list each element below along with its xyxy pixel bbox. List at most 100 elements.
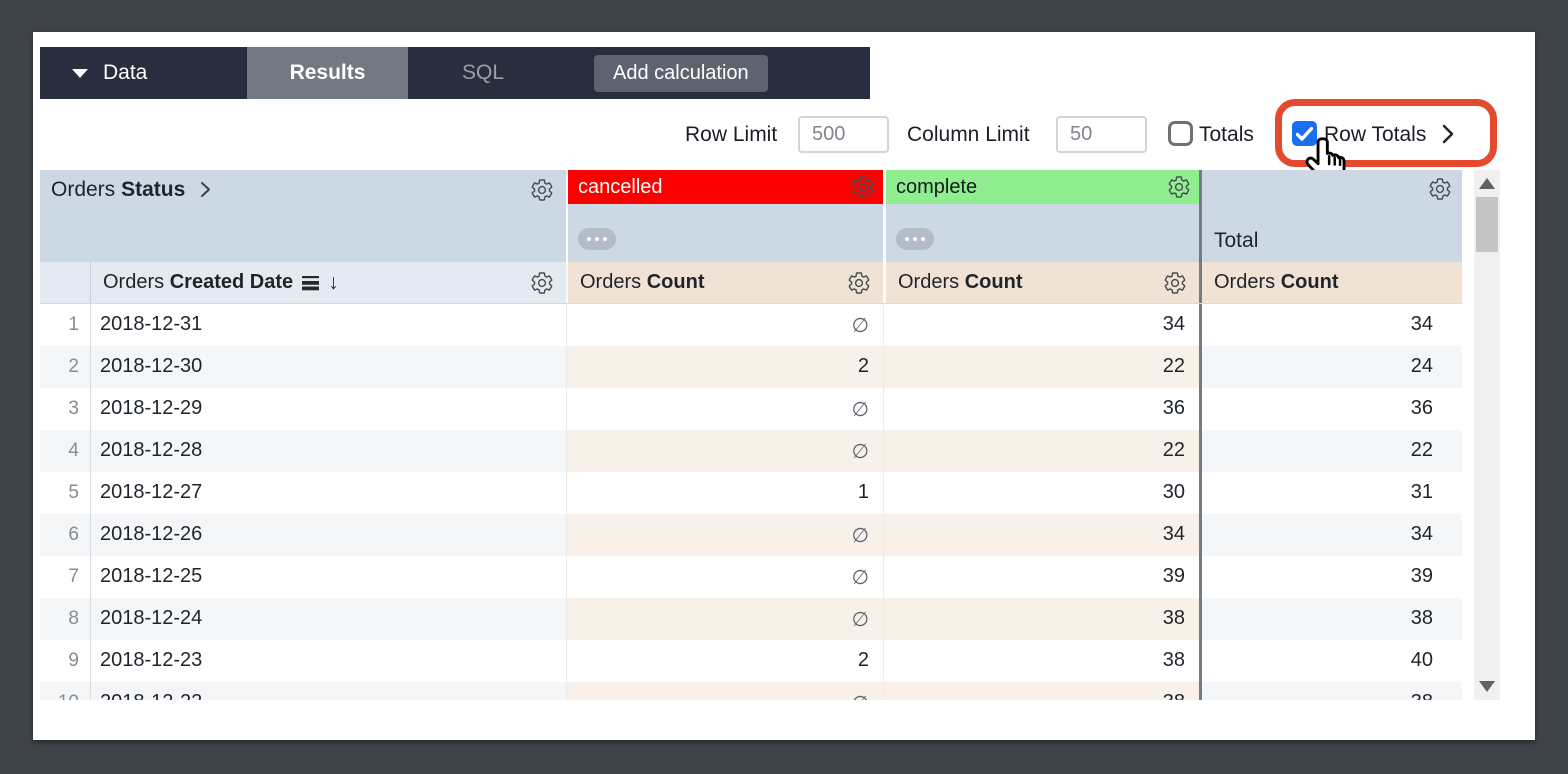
table-row: 7 2018-12-25 ∅ 39 39	[40, 556, 1462, 598]
cancelled-count-cell[interactable]: ∅	[566, 388, 883, 430]
date-cell[interactable]: 2018-12-27	[90, 472, 566, 514]
cancelled-count-cell[interactable]: ∅	[566, 304, 883, 346]
field-bars-icon	[302, 275, 320, 290]
gear-icon[interactable]	[1163, 271, 1187, 295]
row-total-cell[interactable]: 40	[1199, 640, 1462, 682]
cancelled-count-cell[interactable]: ∅	[566, 430, 883, 472]
row-index-cell: 5	[68, 482, 79, 503]
gear-icon[interactable]	[1167, 175, 1191, 199]
checkmark-icon	[1296, 126, 1313, 141]
date-cell[interactable]: 2018-12-31	[90, 304, 566, 346]
pivot-menu-ellipsis-icon[interactable]	[896, 228, 934, 250]
complete-count-cell[interactable]: 39	[883, 556, 1199, 598]
complete-count-cell[interactable]: 34	[883, 304, 1199, 346]
complete-count-cell[interactable]: 34	[883, 514, 1199, 556]
row-totals-checkbox[interactable]	[1292, 121, 1317, 146]
table-row: 5 2018-12-27 1 30 31	[40, 472, 1462, 514]
row-total-cell[interactable]: 22	[1199, 430, 1462, 472]
gear-icon[interactable]	[530, 271, 554, 295]
scrollbar-thumb[interactable]	[1476, 197, 1498, 252]
row-total-cell[interactable]: 34	[1199, 514, 1462, 556]
tab-sql[interactable]: SQL	[461, 61, 505, 84]
row-total-cell[interactable]: 36	[1199, 388, 1462, 430]
add-calculation-button[interactable]: Add calculation	[594, 54, 768, 92]
results-table: Orders Status cancelled	[40, 170, 1528, 700]
data-section-toggle[interactable]: Data	[40, 47, 247, 99]
column-limit-input[interactable]	[1056, 116, 1147, 153]
row-total-cell[interactable]: 31	[1199, 472, 1462, 514]
complete-count-cell[interactable]: 38	[883, 640, 1199, 682]
cancelled-count-cell[interactable]: 1	[566, 472, 883, 514]
caret-down-icon	[72, 68, 88, 78]
vertical-scrollbar[interactable]	[1474, 170, 1500, 700]
total-orders-count-header[interactable]: Orders Count	[1199, 262, 1462, 303]
row-total-cell[interactable]: 39	[1199, 556, 1462, 598]
row-limit-label: Row Limit	[685, 123, 778, 146]
date-cell[interactable]: 2018-12-29	[90, 388, 566, 430]
cancelled-count-cell[interactable]: ∅	[566, 598, 883, 640]
scroll-up-icon[interactable]	[1479, 178, 1495, 189]
date-cell[interactable]: 2018-12-24	[90, 598, 566, 640]
explore-results-window: Data Results SQL Add calculation Row Lim…	[33, 32, 1535, 740]
cancelled-count-cell[interactable]: ∅	[566, 514, 883, 556]
row-index-cell: 7	[68, 566, 79, 587]
date-cell[interactable]: 2018-12-30	[90, 346, 566, 388]
table-row: 8 2018-12-24 ∅ 38 38	[40, 598, 1462, 640]
pivot-cancelled-label: cancelled	[578, 175, 663, 198]
date-cell[interactable]: 2018-12-28	[90, 430, 566, 472]
column-limit-label: Column Limit	[907, 123, 1030, 146]
row-total-cell[interactable]: 24	[1199, 346, 1462, 388]
pivot-value-complete[interactable]: complete	[886, 170, 1199, 204]
orders-created-date-header[interactable]: Orders Created Date ↓	[90, 262, 566, 303]
row-total-cell[interactable]: 34	[1199, 304, 1462, 346]
row-total-cell[interactable]: 38	[1199, 598, 1462, 640]
complete-count-cell[interactable]: 22	[883, 346, 1199, 388]
date-cell[interactable]: 2018-12-22	[90, 682, 566, 700]
cancelled-count-cell[interactable]: 2	[566, 640, 883, 682]
scroll-down-icon[interactable]	[1479, 681, 1495, 692]
row-index-cell: 3	[68, 398, 79, 419]
sort-descending-icon[interactable]: ↓	[328, 270, 339, 294]
gear-icon[interactable]	[851, 175, 875, 199]
complete-count-cell[interactable]: 30	[883, 472, 1199, 514]
row-total-cell[interactable]: 38	[1199, 682, 1462, 700]
table-row: 6 2018-12-26 ∅ 34 34	[40, 514, 1462, 556]
gear-icon[interactable]	[1428, 177, 1452, 201]
date-cell[interactable]: 2018-12-25	[90, 556, 566, 598]
table-body: 1 2018-12-31 ∅ 34 34 2 2018-12-30 2 22 2…	[40, 304, 1462, 700]
row-index-cell: 8	[40, 598, 90, 640]
complete-count-cell[interactable]: 38	[883, 598, 1199, 640]
complete-count-cell[interactable]: 36	[883, 388, 1199, 430]
row-index-cell: 6	[40, 514, 90, 556]
field-header-row: Orders Created Date ↓ Orders Count	[40, 262, 1462, 304]
cancelled-count-cell[interactable]: ∅	[566, 556, 883, 598]
row-index-cell: 10	[40, 682, 90, 700]
chevron-right-icon[interactable]	[1441, 124, 1455, 144]
total-header-label: Total	[1214, 229, 1259, 252]
date-cell[interactable]: 2018-12-26	[90, 514, 566, 556]
complete-orders-count-header[interactable]: Orders Count	[883, 262, 1199, 303]
complete-count-cell[interactable]: 38	[883, 682, 1199, 700]
gear-icon[interactable]	[847, 271, 871, 295]
complete-count-cell[interactable]: 22	[883, 430, 1199, 472]
cancelled-orders-count-header[interactable]: Orders Count	[566, 262, 883, 303]
pivot-value-cancelled[interactable]: cancelled	[568, 170, 883, 204]
orders-status-header[interactable]: Orders Status	[40, 170, 566, 262]
tab-results[interactable]: Results	[247, 47, 408, 99]
pivot-menu-ellipsis-icon[interactable]	[578, 228, 616, 250]
table-row: 2 2018-12-30 2 22 24	[40, 346, 1462, 388]
cancelled-count-cell[interactable]: 2	[566, 346, 883, 388]
cancelled-count-cell[interactable]: ∅	[566, 682, 883, 700]
row-limit-input[interactable]	[798, 116, 889, 153]
pivot-complete-column-header: complete	[883, 170, 1199, 262]
row-index-cell: 1	[68, 314, 79, 335]
row-index-cell: 2	[40, 346, 90, 388]
row-totals-label: Row Totals	[1324, 123, 1427, 146]
date-cell[interactable]: 2018-12-23	[90, 640, 566, 682]
pivot-header-row: Orders Status cancelled	[40, 170, 1462, 262]
totals-checkbox[interactable]	[1168, 121, 1193, 146]
orders-status-prefix: Orders	[51, 178, 116, 201]
gear-icon[interactable]	[530, 178, 554, 202]
data-section-label: Data	[103, 61, 148, 84]
